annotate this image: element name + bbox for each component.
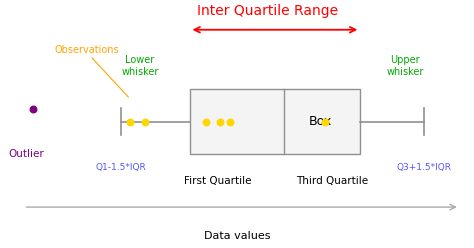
Point: [226, 120, 234, 124]
Text: Outlier: Outlier: [8, 149, 44, 159]
Text: Q1-1.5*IQR: Q1-1.5*IQR: [95, 163, 146, 172]
Point: [217, 120, 224, 124]
Text: Q3+1.5*IQR: Q3+1.5*IQR: [397, 163, 452, 172]
Text: First Quartile: First Quartile: [184, 176, 252, 186]
Text: Data values: Data values: [204, 231, 270, 241]
Point: [141, 120, 148, 124]
Point: [321, 120, 328, 124]
Point: [29, 107, 37, 111]
Text: Box: Box: [308, 115, 332, 128]
Point: [202, 120, 210, 124]
Text: Third Quartile: Third Quartile: [296, 176, 368, 186]
Bar: [190, 89, 360, 154]
Text: Upper
whisker: Upper whisker: [387, 55, 424, 77]
Text: Observations: Observations: [55, 45, 119, 55]
Text: Inter Quartile Range: Inter Quartile Range: [197, 4, 338, 18]
Text: Lower
whisker: Lower whisker: [121, 55, 158, 77]
Point: [127, 120, 134, 124]
